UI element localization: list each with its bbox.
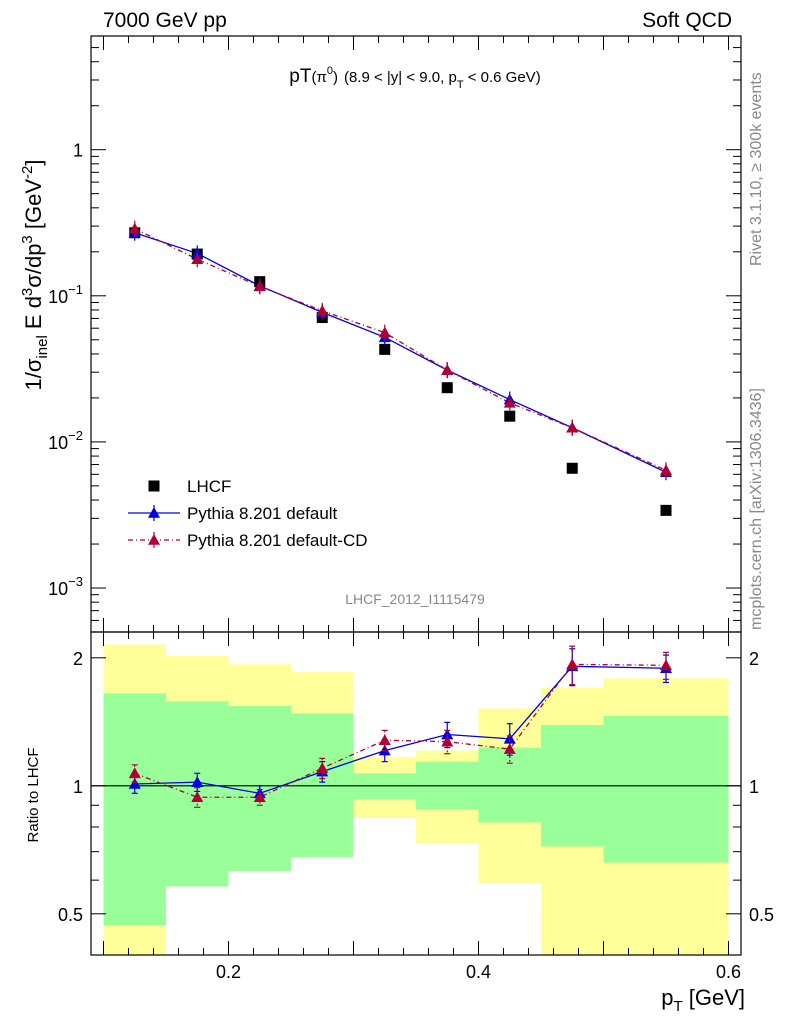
ratio-y-tick-label-right: 2 <box>749 649 759 669</box>
title-particle: (π <box>311 69 326 86</box>
ratio-data-point <box>378 734 391 746</box>
rivet-version-label: Rivet 3.1.10, ≥ 300k events <box>748 72 765 266</box>
tick-base: 1 <box>73 141 83 161</box>
header-energy-label: 7000 GeV pp <box>103 9 227 32</box>
ylabel-a: 1/σ <box>21 358 46 390</box>
legend-marker-square <box>148 480 160 492</box>
data-point-pythia <box>378 326 391 338</box>
title-main: pT <box>289 66 312 87</box>
xlabel-unit: [GeV] <box>683 985 745 1010</box>
data-point-pythia <box>503 396 516 408</box>
tick-exponent: −2 <box>68 428 83 443</box>
ratio-y-tick-label-right: 1 <box>749 777 759 797</box>
title-range-a: (8.9 < |y| < 9.0, p <box>344 69 457 86</box>
x-axis-label: pT [GeV] <box>661 985 745 1015</box>
ratio-y-tick-label-right: 0.5 <box>749 905 774 925</box>
tick-exponent: −3 <box>68 574 83 589</box>
ratio-data-point <box>191 791 204 803</box>
ratio-data-point <box>316 762 329 774</box>
ylabel-d: [GeV <box>21 179 46 236</box>
xlabel-sub: T <box>673 998 682 1015</box>
series-line <box>134 228 667 471</box>
main-y-tick-label: 1 <box>73 141 83 161</box>
uncertainty-band-green <box>603 715 729 863</box>
data-point-pythia <box>191 253 204 265</box>
main-y-tick-label: 10−2 <box>48 428 83 453</box>
ratio-data-point <box>566 658 579 670</box>
uncertainty-band-green <box>478 747 541 823</box>
legend-label: LHCF <box>187 477 231 496</box>
uncertainty-band-green <box>103 693 166 926</box>
data-point-pythia <box>660 464 672 476</box>
ratio-frame <box>90 631 742 956</box>
ylabel-c: σ/dp <box>21 244 46 288</box>
ratio-data-point <box>253 791 266 803</box>
data-point-lhcf <box>660 504 672 516</box>
ratio-data-point <box>128 767 141 779</box>
mcplots-reference-label: mcplots.cern.ch [arXiv:1306.3436] <box>748 388 765 630</box>
ratio-data-point <box>503 743 516 754</box>
xlabel-main: p <box>661 985 673 1010</box>
tick-base: 10 <box>48 433 68 453</box>
ylabel-sup3b: 3 <box>19 235 36 243</box>
plot-title: pT(π0) (8.9 < |y| < 9.0, pT < 0.6 GeV) <box>289 65 540 91</box>
ylabel-sup: -2 <box>19 166 36 179</box>
analysis-watermark: LHCF_2012_I1115479 <box>345 591 485 607</box>
title-particle-sup: 0 <box>327 65 333 77</box>
legend-marker-triangle <box>148 507 160 518</box>
data-point-pythia <box>316 304 329 316</box>
tick-base: 10 <box>48 579 68 599</box>
x-tick-label: 0.2 <box>216 962 241 982</box>
x-tick-label: 0.6 <box>716 962 741 982</box>
data-point-lhcf <box>379 343 391 355</box>
main-y-axis-label: 1/σinel E d3σ/dp3 [GeV-2] <box>19 159 51 390</box>
ylabel-e: ] <box>21 159 46 165</box>
ratio-data-point <box>441 735 454 747</box>
data-point-pythia <box>253 280 266 292</box>
ylabel-sub: inel <box>34 335 51 358</box>
legend: LHCF Pythia 8.201 default Pythia 8.201 def… <box>128 477 368 550</box>
legend-label: Pythia 8.201 default-CD <box>187 531 368 550</box>
data-point-pythia <box>441 364 454 375</box>
title-particle-close: ) <box>333 69 338 86</box>
ratio-data-point <box>441 728 454 740</box>
tick-base: 10 <box>48 287 68 307</box>
title-range-b: < 0.6 GeV) <box>464 69 541 86</box>
data-point-lhcf <box>441 382 453 394</box>
ylabel-sup3: 3 <box>19 288 36 296</box>
ratio-y-tick-label: 2 <box>73 649 83 669</box>
main-plot-area <box>91 35 741 633</box>
title-range-sub: T <box>457 79 464 91</box>
ratio-data-point <box>503 732 516 744</box>
ratio-y-tick-label: 1 <box>73 777 83 797</box>
header-process-label: Soft QCD <box>642 9 732 32</box>
legend-marker-triangle <box>148 534 160 545</box>
ratio-plot-area <box>91 632 741 956</box>
tick-exponent: −1 <box>68 282 83 297</box>
ratio-y-axis-label: Ratio to LHCF <box>25 747 42 842</box>
ratio-y-tick-label: 0.5 <box>58 905 83 925</box>
data-point-lhcf <box>504 410 516 422</box>
ratio-data-point <box>128 777 141 789</box>
main-y-tick-label: 10−3 <box>48 574 83 599</box>
legend-label: Pythia 8.201 default <box>187 504 338 523</box>
x-tick-label: 0.4 <box>466 962 491 982</box>
data-point-pythia <box>566 421 579 433</box>
ratio-data-point <box>660 659 672 671</box>
ylabel-b: E d <box>21 296 46 335</box>
data-point-pythia <box>128 222 141 234</box>
ratio-data-point <box>191 776 204 787</box>
main-y-tick-label: 10−1 <box>48 282 83 307</box>
data-point-lhcf <box>566 462 578 474</box>
